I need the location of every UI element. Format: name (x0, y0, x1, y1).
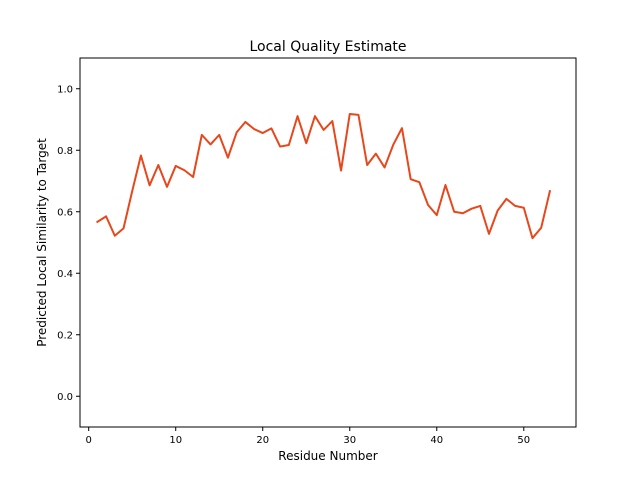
series-line-0 (96, 112, 552, 240)
x-tick-label: 0 (86, 435, 92, 446)
y-tick-label: 0.8 (57, 146, 73, 157)
plot-area (96, 112, 552, 240)
y-axis-label: Predicted Local Similarity to Target (35, 138, 49, 347)
chart-title: Local Quality Estimate (249, 39, 406, 55)
y-tick-label: 0.0 (57, 392, 73, 403)
x-tick-label: 40 (430, 435, 443, 446)
plot-frame (79, 57, 577, 428)
y-tick-label: 0.2 (57, 330, 73, 341)
axis-ticks: 0 10 20 30 40 50 0.0 0.2 0.4 0.6 0.8 1.0 (57, 84, 530, 446)
x-tick-label: 10 (169, 435, 182, 446)
x-axis-label: Residue Number (278, 449, 377, 463)
x-tick-label: 30 (343, 435, 356, 446)
y-tick-label: 1.0 (57, 84, 73, 95)
x-tick-label: 20 (256, 435, 269, 446)
y-tick-label: 0.4 (57, 269, 73, 280)
x-tick-label: 50 (517, 435, 530, 446)
y-tick-label: 0.6 (57, 207, 73, 218)
